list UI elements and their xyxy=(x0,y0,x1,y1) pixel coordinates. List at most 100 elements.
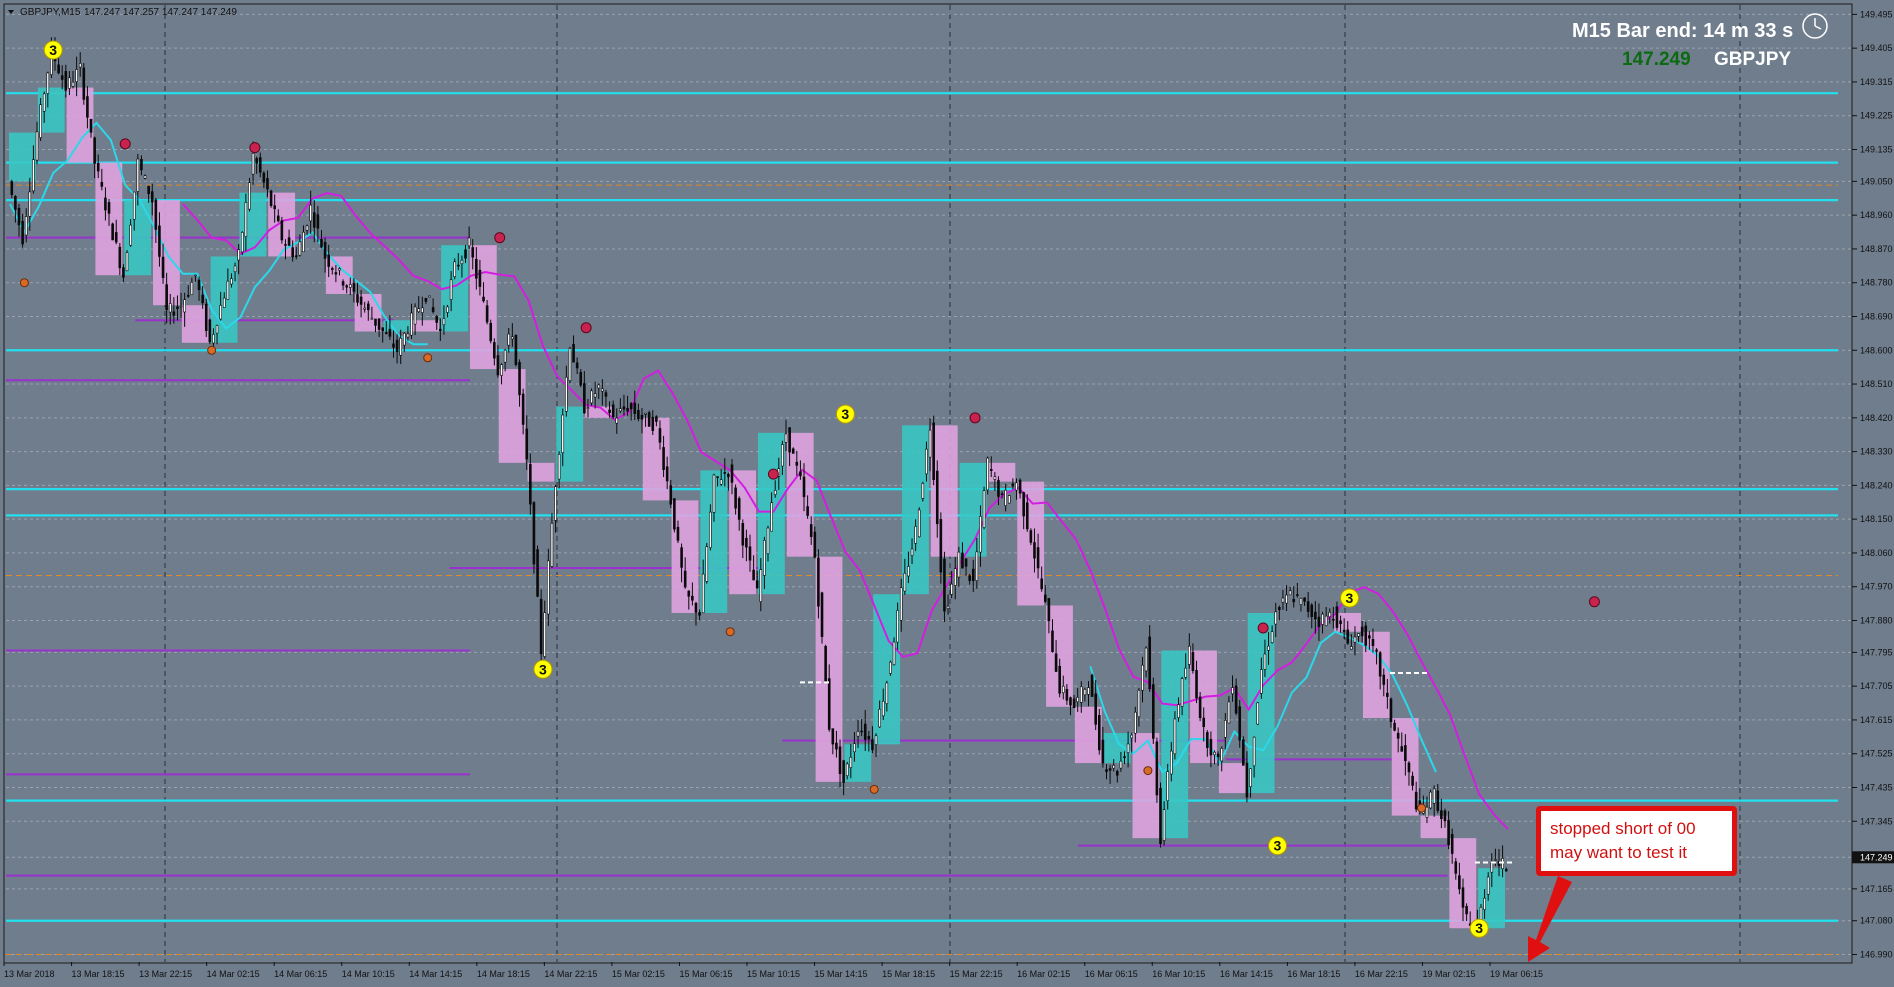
candle-body xyxy=(1400,746,1404,752)
candle-body xyxy=(86,96,89,118)
y-tick-label: 147.435 xyxy=(1860,782,1893,792)
candle-body xyxy=(161,256,165,278)
candle-body xyxy=(691,595,694,601)
candle-body xyxy=(439,328,442,331)
candle-body xyxy=(89,118,93,133)
candle-body xyxy=(309,204,312,222)
candle-body xyxy=(46,72,50,94)
x-tick-label: 14 Mar 14:15 xyxy=(409,969,462,979)
candle-body xyxy=(1000,493,1004,496)
candle-body xyxy=(323,241,327,259)
candle-body xyxy=(532,502,536,565)
candle-body xyxy=(446,306,449,313)
candle-body xyxy=(734,487,737,509)
y-tick-label: 148.150 xyxy=(1860,514,1893,524)
menu-triangle-icon[interactable] xyxy=(8,10,14,14)
y-tick-label: 149.135 xyxy=(1860,144,1893,154)
candle-body xyxy=(1256,702,1260,725)
candle-body xyxy=(71,81,75,87)
candle-body xyxy=(201,294,204,304)
candle-body xyxy=(1299,598,1303,605)
candle-body xyxy=(795,461,799,466)
candle-body xyxy=(478,269,482,287)
candle-body xyxy=(1069,697,1072,706)
candle-body xyxy=(457,264,460,267)
candle-body xyxy=(1490,862,1494,873)
candle-body xyxy=(1447,820,1450,846)
candle-body xyxy=(820,592,824,637)
candle-body xyxy=(1224,720,1227,738)
candle-body xyxy=(669,485,673,505)
y-tick-label: 149.315 xyxy=(1860,77,1893,87)
candle-body xyxy=(1094,693,1097,725)
candle-body xyxy=(363,307,366,310)
yellow-three-marker xyxy=(43,40,63,60)
candle-body xyxy=(1404,745,1407,762)
current-price-text: 147.249 xyxy=(1622,49,1691,70)
candle-body xyxy=(1396,732,1400,739)
candle-body xyxy=(147,185,150,195)
candle-body xyxy=(917,509,921,538)
candle-body xyxy=(799,471,802,477)
candle-body xyxy=(348,284,352,288)
candle-body xyxy=(611,404,615,418)
candle-body xyxy=(665,466,669,482)
candle-body xyxy=(32,159,35,192)
candle-body xyxy=(755,580,759,589)
symbol-title: GBPJPY,M15 xyxy=(20,7,81,18)
candle-body xyxy=(1278,607,1281,610)
candle-body xyxy=(993,476,997,480)
candle-body xyxy=(1047,598,1051,622)
candle-body xyxy=(957,551,961,578)
candle-body xyxy=(1296,594,1299,596)
candle-body xyxy=(10,181,14,195)
x-tick-label: 14 Mar 10:15 xyxy=(342,969,395,979)
bear-range-box xyxy=(671,500,699,613)
candle-body xyxy=(849,756,853,768)
candle-body xyxy=(442,318,446,326)
candle-body xyxy=(1332,619,1335,621)
candle-body xyxy=(1368,635,1371,639)
candle-body xyxy=(640,414,644,420)
candle-body xyxy=(1152,684,1155,739)
candle-body xyxy=(547,560,550,615)
candle-body xyxy=(464,249,467,259)
candle-body xyxy=(1242,739,1245,766)
candle-body xyxy=(1004,489,1007,506)
x-tick-label: 14 Mar 06:15 xyxy=(274,969,327,979)
candle-body xyxy=(1270,631,1274,643)
bear-range-box xyxy=(527,462,555,482)
candle-body xyxy=(17,207,21,226)
swing-low-marker xyxy=(1143,766,1153,776)
candle-body xyxy=(694,602,698,613)
y-tick-label: 148.870 xyxy=(1860,244,1893,254)
swing-high-marker xyxy=(1257,622,1269,634)
candle-body xyxy=(1303,597,1306,602)
candle-body xyxy=(1195,670,1198,699)
candle-body xyxy=(1090,674,1094,697)
bull-range-box xyxy=(844,744,872,782)
candle-body xyxy=(496,355,500,376)
candle-body xyxy=(1346,629,1350,644)
cyan-ma-line xyxy=(1089,630,1437,774)
candle-body xyxy=(435,316,439,323)
candle-body xyxy=(827,678,831,730)
x-tick-label: 19 Mar 02:15 xyxy=(1422,969,1475,979)
candle-body xyxy=(1285,594,1288,604)
price-levels xyxy=(6,92,1838,955)
candle-body xyxy=(1292,598,1296,603)
current-price-label: 147.249 xyxy=(1860,852,1893,862)
x-tick-label: 15 Mar 06:15 xyxy=(679,969,732,979)
candle-body xyxy=(806,506,809,516)
candle-body xyxy=(352,283,356,292)
candle-body xyxy=(388,328,392,337)
candle-body xyxy=(676,526,680,541)
bear-range-box xyxy=(1190,650,1217,764)
swing-high-marker xyxy=(119,138,131,150)
candle-body xyxy=(953,568,957,586)
candle-body xyxy=(561,414,565,453)
x-tick-label: 13 Mar 2018 xyxy=(4,969,55,979)
candle-body xyxy=(183,299,186,313)
candle-body xyxy=(1130,734,1133,739)
